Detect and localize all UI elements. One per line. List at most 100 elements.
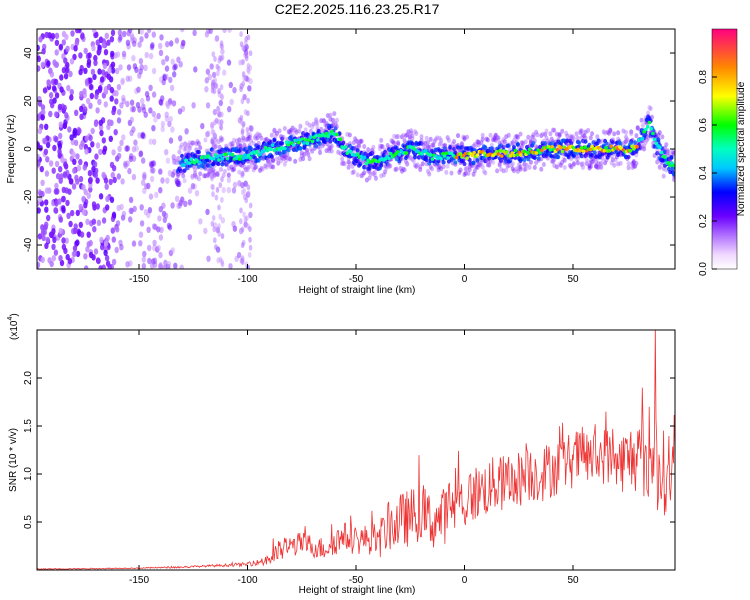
heatmap-cell <box>216 139 221 145</box>
heatmap-cell <box>559 145 563 150</box>
heatmap-cell <box>642 146 647 152</box>
heatmap-cell <box>493 133 498 138</box>
heatmap-cell <box>116 173 122 180</box>
heatmap-cell <box>626 165 631 171</box>
heatmap-cell <box>37 160 41 167</box>
heatmap-cell <box>521 140 526 146</box>
heatmap-cell <box>103 249 108 256</box>
heatmap-cell <box>510 140 515 146</box>
heatmap-cell <box>175 179 180 186</box>
heatmap-cell <box>140 179 146 186</box>
heatmap-cell <box>58 255 63 262</box>
heatmap-cell <box>458 151 463 156</box>
heatmap-cell <box>496 135 501 141</box>
heatmap-cell <box>51 85 57 92</box>
heatmap-cell <box>142 250 147 258</box>
heatmap-cell <box>242 142 247 148</box>
heatmap-cell <box>53 78 59 86</box>
heatmap-cell <box>210 123 214 130</box>
heatmap-cell <box>213 56 217 62</box>
heatmap-cell <box>405 161 410 167</box>
heatmap-cell <box>592 150 597 155</box>
heatmap-cell <box>143 64 148 72</box>
heatmap-cell <box>196 176 201 182</box>
heatmap-cell <box>62 104 67 112</box>
heatmap-cell <box>255 131 260 137</box>
heatmap-cell <box>256 132 261 138</box>
heatmap-cell <box>355 172 360 178</box>
heatmap-cell <box>83 106 88 113</box>
heatmap-cell <box>612 162 617 168</box>
heatmap-cell <box>329 124 334 129</box>
heatmap-cell <box>443 142 447 148</box>
heatmap-cell <box>212 172 217 178</box>
heatmap-cell <box>244 197 249 204</box>
heatmap-cell <box>116 117 122 124</box>
heatmap-cell <box>457 169 462 175</box>
heatmap-cell <box>171 100 177 107</box>
heatmap-cell <box>583 139 588 144</box>
heatmap-cell <box>657 165 662 171</box>
heatmap-cell <box>333 121 338 127</box>
heatmap-cell <box>618 141 623 147</box>
x-tick-label: 0 <box>462 274 468 285</box>
heatmap-cell <box>131 55 136 62</box>
heatmap-cell <box>427 144 432 150</box>
heatmap-cell <box>362 144 367 149</box>
heatmap-cell <box>89 92 95 100</box>
heatmap-cell <box>327 148 332 154</box>
heatmap-cell <box>215 154 219 159</box>
y-tick-label: -20 <box>23 189 34 204</box>
heatmap-cell <box>115 226 120 233</box>
heatmap-cell <box>151 110 156 118</box>
heatmap-cell <box>407 147 412 153</box>
heatmap-cell <box>129 32 135 39</box>
heatmap-cell <box>600 156 605 161</box>
heatmap-cell <box>600 152 605 157</box>
heatmap-cell <box>258 133 263 138</box>
heatmap-cell <box>158 42 163 50</box>
heatmap-cell <box>167 120 172 128</box>
heatmap-cell <box>336 149 341 155</box>
y-tick-label: 2.0 <box>23 371 34 385</box>
heatmap-cell <box>272 128 277 133</box>
heatmap-cell <box>309 135 313 139</box>
heatmap-cell <box>240 98 245 105</box>
heatmap-cell <box>75 209 81 217</box>
heatmap-cell <box>626 161 631 167</box>
heatmap-cell <box>578 130 583 135</box>
heatmap-cell <box>346 159 351 165</box>
heatmap-cell <box>335 132 339 137</box>
heatmap-cell <box>70 30 75 37</box>
heatmap-cell <box>207 168 212 174</box>
heatmap-cell <box>288 128 292 134</box>
heatmap-cell <box>75 178 80 185</box>
heatmap-cell <box>299 153 304 159</box>
heatmap-cell <box>137 132 142 139</box>
heatmap-cell <box>40 229 46 236</box>
heatmap-cell <box>66 212 71 219</box>
heatmap-cell <box>294 129 299 135</box>
heatmap-cell <box>560 159 565 165</box>
heatmap-cell <box>78 52 83 59</box>
heatmap-cell <box>103 240 109 247</box>
heatmap-cell <box>91 165 96 173</box>
heatmap-cell <box>61 186 66 194</box>
heatmap-cell <box>325 113 330 119</box>
heatmap-cell <box>308 146 313 152</box>
heatmap-cell <box>61 237 66 244</box>
heatmap-cell <box>342 161 347 167</box>
heatmap-cell <box>96 219 102 226</box>
heatmap-cell <box>314 117 319 123</box>
heatmap-cell <box>53 249 59 256</box>
snr-y-axis-label: SNR (10 * v/v) <box>8 428 19 492</box>
heatmap-cell <box>305 141 310 146</box>
heatmap-cell <box>215 171 220 177</box>
heatmap-cell <box>50 32 56 40</box>
heatmap-cell <box>234 138 239 144</box>
heatmap-cell <box>115 155 120 162</box>
heatmap-cell <box>588 135 593 141</box>
heatmap-cell <box>254 133 259 139</box>
heatmap-cell <box>240 226 245 233</box>
heatmap-cell <box>167 170 173 177</box>
